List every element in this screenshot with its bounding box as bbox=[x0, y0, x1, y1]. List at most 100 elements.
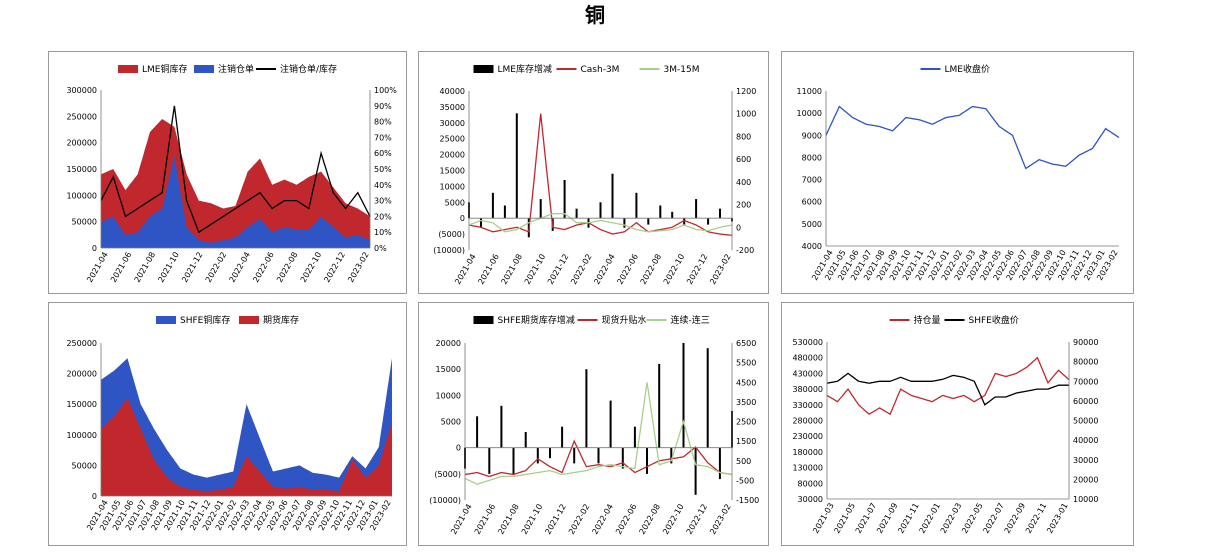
y-tick-label: 50000 bbox=[72, 461, 97, 470]
bar bbox=[515, 113, 518, 219]
page-title: 铜 bbox=[585, 3, 605, 27]
bar bbox=[658, 363, 661, 448]
x-tick-label: 2022-12 bbox=[685, 253, 710, 286]
y-tick-label: 530000 bbox=[792, 338, 823, 347]
x-tick-label: 2021-10 bbox=[523, 253, 548, 286]
legend-swatch bbox=[194, 65, 214, 73]
area-注销仓单 bbox=[101, 155, 370, 248]
y2-tick-label: 50% bbox=[374, 165, 392, 174]
y-tick-label: 5000 bbox=[445, 198, 465, 207]
y2-tick-label: 90000 bbox=[1073, 338, 1098, 347]
x-tick-label: 2021-12 bbox=[543, 503, 568, 536]
bar bbox=[719, 208, 721, 219]
legend-label: SHFE铜库存 bbox=[180, 314, 230, 326]
bar bbox=[718, 447, 721, 480]
chart-panel-lme-inventory: 300000 250000 200000 150000 100000 50000 0 100%… bbox=[48, 51, 407, 294]
y-tick-label: 0 bbox=[456, 444, 461, 453]
y2-tick-label: 20% bbox=[374, 212, 392, 221]
line-连续-连三 bbox=[464, 382, 733, 485]
y-tick-label: 250000 bbox=[66, 112, 97, 121]
x-tick-label: 2022-10 bbox=[661, 503, 686, 536]
legend: LME收盘价 bbox=[920, 63, 990, 75]
bar bbox=[561, 426, 564, 448]
chart-panel-lme-close-price: 11000 10000 9000 8000 7000 6000 5000 4000 2021-0… bbox=[781, 51, 1134, 294]
bar bbox=[707, 218, 710, 225]
bar bbox=[623, 218, 626, 228]
line-现货升贴水 bbox=[464, 439, 733, 478]
x-tick-label: 2022-10 bbox=[299, 251, 324, 284]
y2-tick-label: 2500 bbox=[736, 418, 756, 427]
bar bbox=[611, 173, 614, 219]
line-Cash-3M bbox=[468, 113, 733, 236]
y2-tick-label: 40000 bbox=[1073, 436, 1098, 445]
x-tick-label: 2022-08 bbox=[638, 503, 663, 536]
y2-tick-label: 30000 bbox=[1073, 456, 1098, 465]
bar bbox=[671, 211, 674, 219]
y-tick-label: 30000 bbox=[798, 495, 823, 504]
y-tick-label: 180000 bbox=[792, 448, 823, 457]
chart-panel-lme-inventory-change: 40000 35000 30000 25000 20000 15000 10000 5000 0… bbox=[418, 51, 769, 294]
y-tick-label: 200000 bbox=[66, 370, 97, 379]
y2-tick-label: 40% bbox=[374, 181, 392, 190]
y-tick-label: 100000 bbox=[66, 191, 97, 200]
y2-tick-label: 10% bbox=[374, 228, 392, 237]
line-3M-15M bbox=[468, 213, 733, 233]
y-tick-label: 250000 bbox=[66, 339, 97, 348]
y-tick-label: 200000 bbox=[66, 139, 97, 148]
y-tick-label: 50000 bbox=[72, 218, 97, 227]
bar bbox=[694, 447, 697, 495]
bar bbox=[633, 426, 636, 448]
y-tick-label: (5000) bbox=[438, 230, 465, 239]
x-tick-label: 2022-12 bbox=[322, 251, 347, 284]
y-tick-label: 6000 bbox=[802, 198, 822, 207]
y-tick-label: 100000 bbox=[66, 431, 97, 440]
y-tick-label: 430000 bbox=[792, 369, 823, 378]
chart-panel-shfe-open-interest: 530000 480000 430000 380000 330000 280000 2300… bbox=[781, 302, 1134, 546]
x-tick-label: 2021-06 bbox=[473, 503, 498, 536]
chart-svg: 20000 15000 10000 5000 0 (5000) (10000) 6500 550… bbox=[429, 314, 759, 536]
x-tick-label: 2023-02 bbox=[346, 251, 371, 284]
legend-label: LME铜库存 bbox=[142, 63, 187, 75]
y-tick-label: 11000 bbox=[797, 87, 822, 96]
y-tick-label: (5000) bbox=[434, 470, 461, 479]
bar bbox=[476, 416, 479, 448]
y-tick-label: 9000 bbox=[802, 131, 822, 140]
y2-tick-label: 60% bbox=[374, 149, 392, 158]
x-tick-label: 2022-04 bbox=[592, 253, 617, 286]
area-SHFE铜库存 bbox=[101, 358, 392, 496]
bar bbox=[695, 199, 698, 219]
y2-tick-label: 20000 bbox=[1073, 475, 1098, 484]
legend-label: LME收盘价 bbox=[945, 63, 990, 75]
y2-tick-label: 90% bbox=[374, 102, 392, 111]
legend-label: 现货升贴水 bbox=[602, 314, 647, 326]
y-tick-label: 10000 bbox=[797, 109, 822, 118]
bar bbox=[683, 218, 686, 225]
y-tick-label: 380000 bbox=[792, 385, 823, 394]
y-tick-label: 0 bbox=[460, 214, 465, 223]
x-tick-label: 2022-06 bbox=[615, 253, 640, 286]
y2-tick-label: 4500 bbox=[736, 378, 756, 387]
y-tick-label: 5000 bbox=[802, 220, 822, 229]
y-tick-label: 150000 bbox=[66, 400, 97, 409]
chart-svg: 300000 250000 200000 150000 100000 50000 0 100%… bbox=[66, 63, 397, 284]
bar bbox=[488, 447, 491, 474]
bar bbox=[563, 180, 566, 219]
bar bbox=[646, 447, 648, 474]
y2-tick-label: 0% bbox=[374, 244, 387, 253]
bar bbox=[599, 202, 602, 219]
y2-tick-label: 800 bbox=[736, 132, 751, 141]
line-持仓量 bbox=[826, 356, 1070, 416]
y-tick-label: 15000 bbox=[436, 365, 461, 374]
y2-tick-label: 70% bbox=[374, 133, 392, 142]
legend-swatch bbox=[473, 65, 494, 73]
y-tick-label: 30000 bbox=[440, 119, 465, 128]
y-tick-label: 480000 bbox=[792, 354, 823, 363]
y2-tick-label: 400 bbox=[736, 178, 751, 187]
bar bbox=[491, 192, 494, 219]
x-tick-label: 2021-06 bbox=[109, 251, 134, 284]
y2-tick-label: 100% bbox=[374, 86, 397, 95]
bars-LME库存增减 bbox=[468, 113, 733, 238]
y2-tick-label: 500 bbox=[736, 457, 751, 466]
x-tick-label: 2021-08 bbox=[133, 251, 158, 284]
x-tick-label: 2023-02 bbox=[708, 253, 733, 286]
